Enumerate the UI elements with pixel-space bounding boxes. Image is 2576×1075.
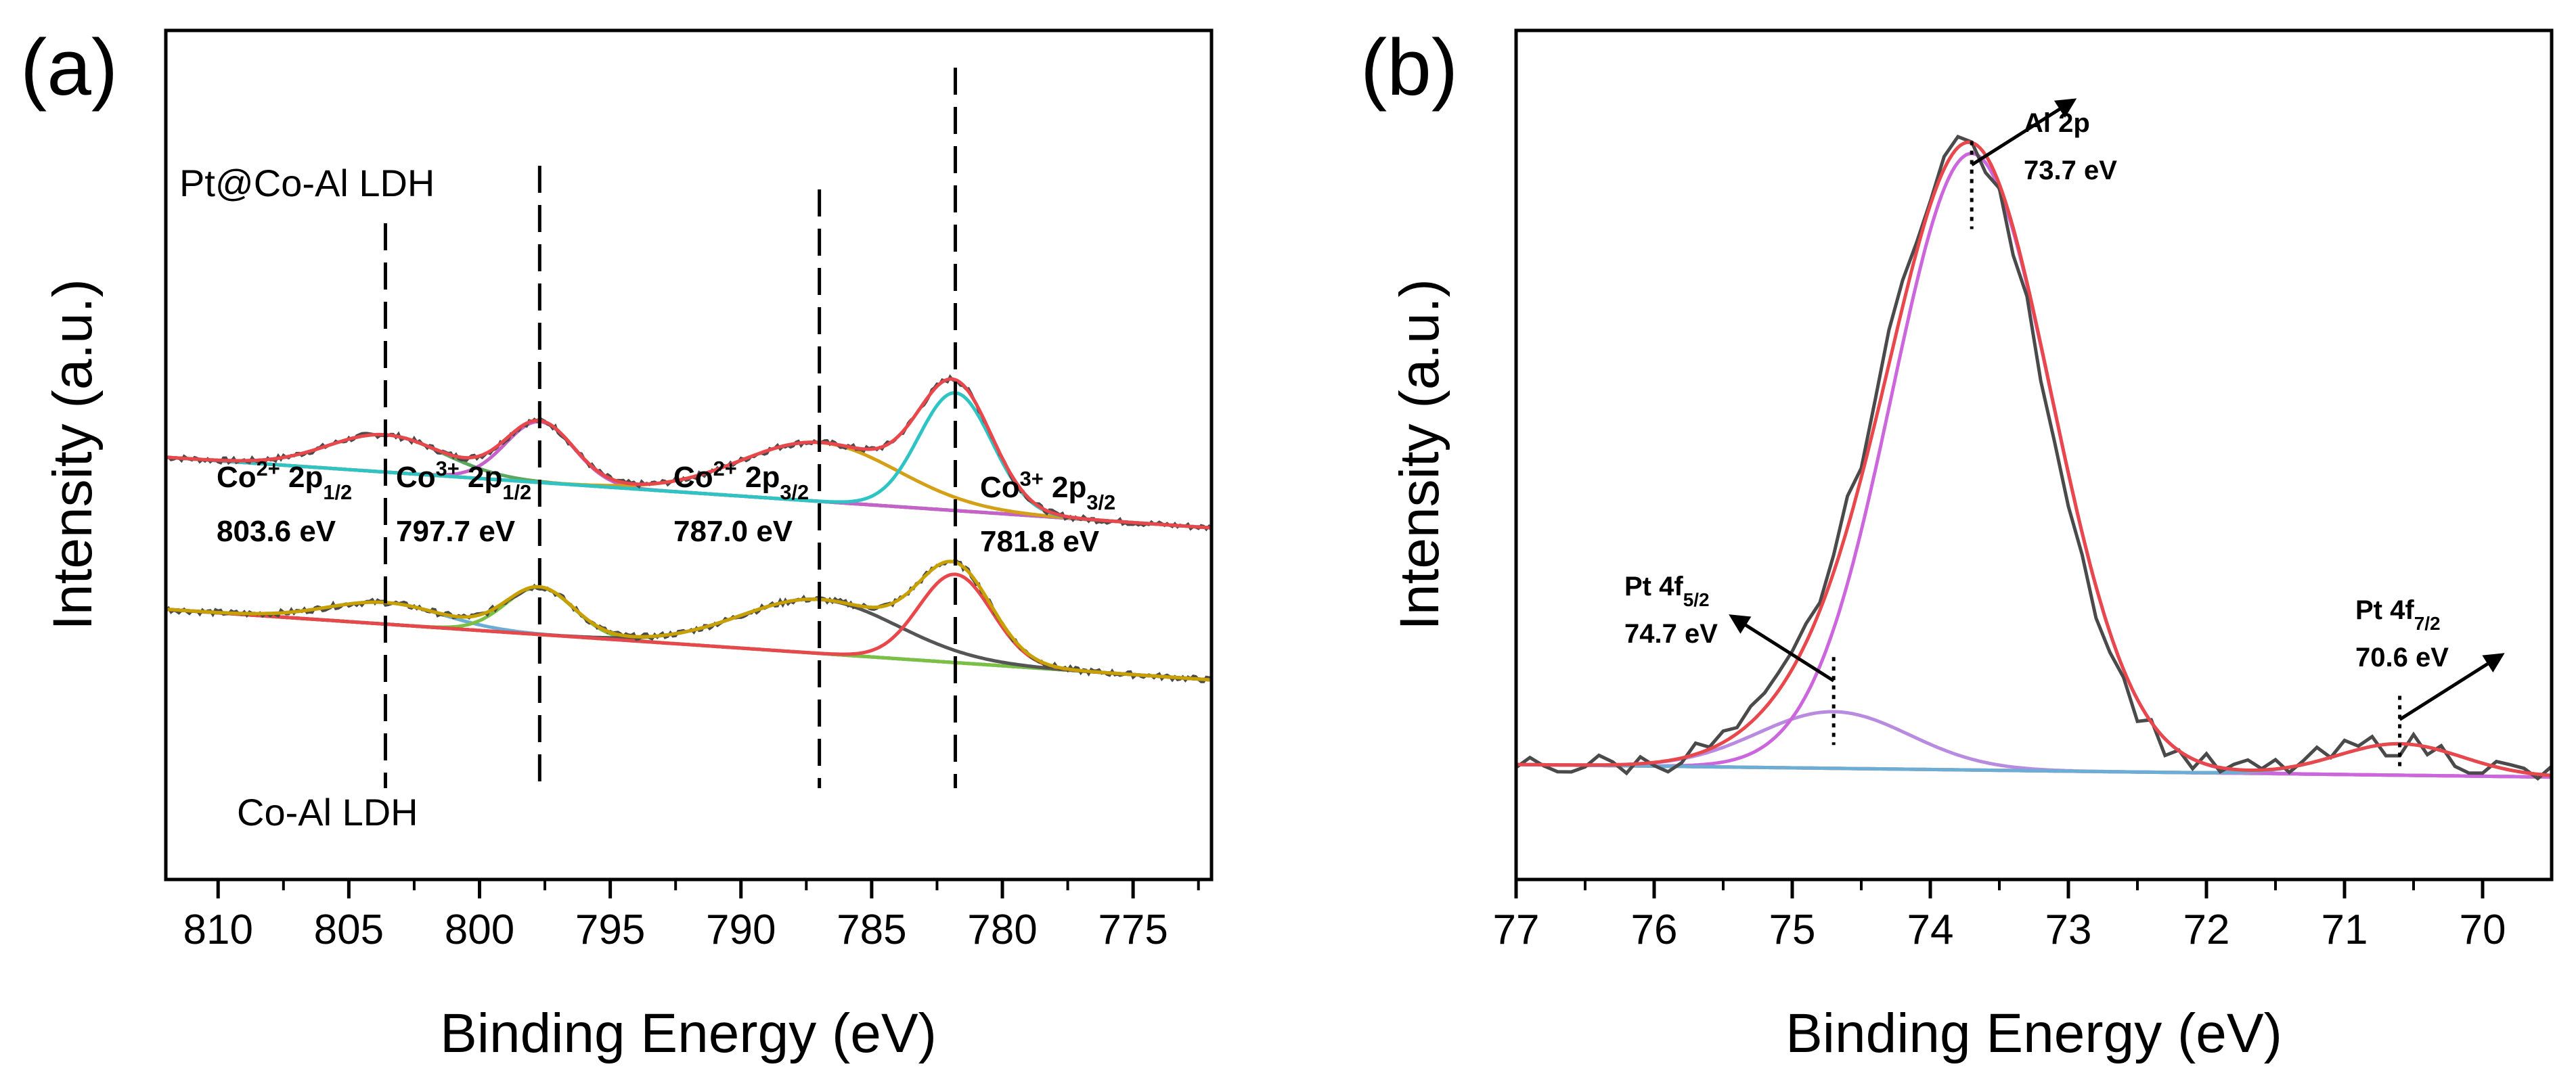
panel-a-peak-label-797-7-species: Co3+ 2p1/2	[396, 457, 531, 504]
panel-b-x-tick-label-76: 76	[1631, 907, 1678, 953]
panel-b-peak-labels: Pt 4f5/2 74.7 eV Al 2p 73.7 eV Pt 4f7/2 70.6 …	[1624, 98, 2505, 771]
panel-b-chart: (b) 77 76 75 74 73 72 71 70 Pt 4f5/2 74.7 eV Al 2…	[1360, 23, 2554, 1064]
panel-a-pt-co-al-ldh-raw-data	[165, 374, 1213, 532]
panel-a-x-tick-label-775: 775	[1098, 907, 1168, 953]
panel-b-x-tick-label-75: 75	[1769, 907, 1816, 953]
panel-b-y-axis-title: Intensity (a.u.)	[1389, 279, 1450, 631]
panel-a-co-al-ldh-envelope	[165, 559, 1212, 682]
panel-b-frame	[1514, 28, 2554, 882]
panel-a-peak-label-803-6-energy: 803.6 eV	[217, 515, 336, 548]
panel-a-x-tick-label-780: 780	[967, 907, 1037, 953]
panel-b-peak-label-73-7-energy: 73.7 eV	[2024, 156, 2117, 185]
panel-a-pt-co-al-ldh-envelope	[165, 377, 1212, 530]
panel-a-x-tick-label-785: 785	[837, 907, 906, 953]
panel-b-peak-label-73-7-arrow	[1970, 98, 2077, 166]
panel-b-raw-data	[1515, 134, 2553, 781]
panel-a-plot-area	[164, 68, 1213, 788]
panel-b-x-tick-label-70: 70	[2460, 907, 2506, 953]
panel-a-x-tick-label-810: 810	[183, 907, 253, 953]
panel-b-x-tick-label-72: 72	[2183, 907, 2230, 953]
panel-a-x-axis-title: Binding Energy (eV)	[440, 1003, 937, 1064]
panel-a-peak-label-781-8-energy: 781.8 eV	[980, 525, 1100, 558]
panel-a-frame	[164, 28, 1214, 882]
panel-b-peak-label-74-7-energy: 74.7 eV	[1624, 619, 1718, 649]
panel-a-x-tick-label-790: 790	[706, 907, 776, 953]
panel-a-x-ticks: 810 805 800 795 790 785 780 775	[183, 879, 1200, 953]
panel-b-peak-label-74-7-arrow	[1729, 614, 1835, 683]
panel-b-peak-label-74-7-species: Pt 4f5/2	[1624, 572, 1710, 610]
panel-b-peak-label-73-7-species: Al 2p	[2024, 108, 2090, 138]
panel-a-peak-label-787-energy: 787.0 eV	[673, 515, 793, 548]
panel-b-peak-label-70-6-arrow	[2399, 653, 2505, 721]
panel-b-x-axis-title: Binding Energy (eV)	[1785, 1003, 2282, 1064]
panel-a-peak-label-797-7-energy: 797.7 eV	[396, 515, 516, 548]
panel-a-peak-label-803-6-species: Co2+ 2p1/2	[217, 457, 352, 504]
panel-a-peak-label-787-species: Co2+ 2p3/2	[673, 457, 809, 504]
trace-label-pt-co-al-ldh: Pt@Co-Al LDH	[179, 162, 435, 204]
panel-a-x-tick-label-805: 805	[314, 907, 384, 953]
panel-a-y-axis-title: Intensity (a.u.)	[42, 279, 104, 631]
panel-b-label: (b)	[1360, 23, 1458, 112]
trace-label-co-al-ldh: Co-Al LDH	[237, 791, 418, 833]
panel-a-peak-labels: Co2+ 2p1/2 803.6 eV Co3+ 2p1/2 797.7 eV Co2+…	[217, 457, 1115, 559]
panel-b-x-tick-label-71: 71	[2322, 907, 2368, 953]
panel-b-x-tick-label-74: 74	[1907, 907, 1954, 953]
panel-b-peak-label-70-6-species: Pt 4f7/2	[2355, 595, 2441, 634]
panel-b-x-tick-label-77: 77	[1493, 907, 1540, 953]
panel-b-x-tick-label-73: 73	[2045, 907, 2092, 953]
panel-b-peak-label-70-6-energy: 70.6 eV	[2355, 643, 2449, 672]
panel-a-x-tick-label-800: 800	[445, 907, 514, 953]
panel-b-x-ticks: 77 76 75 74 73 72 71 70	[1493, 879, 2506, 953]
panel-b-envelope	[1516, 140, 2552, 777]
panel-b-peak-73-7	[1516, 152, 2552, 779]
panel-b-plot-area	[1515, 134, 2553, 781]
panel-a-label: (a)	[20, 23, 118, 112]
panel-a-x-tick-label-795: 795	[575, 907, 645, 953]
panel-a-chart: (a) 810 805 800 795 790 785 780 775 Co2+ 2p1/2 8…	[20, 23, 1214, 1064]
panel-a-peak-label-781-8-species: Co3+ 2p3/2	[980, 467, 1115, 514]
